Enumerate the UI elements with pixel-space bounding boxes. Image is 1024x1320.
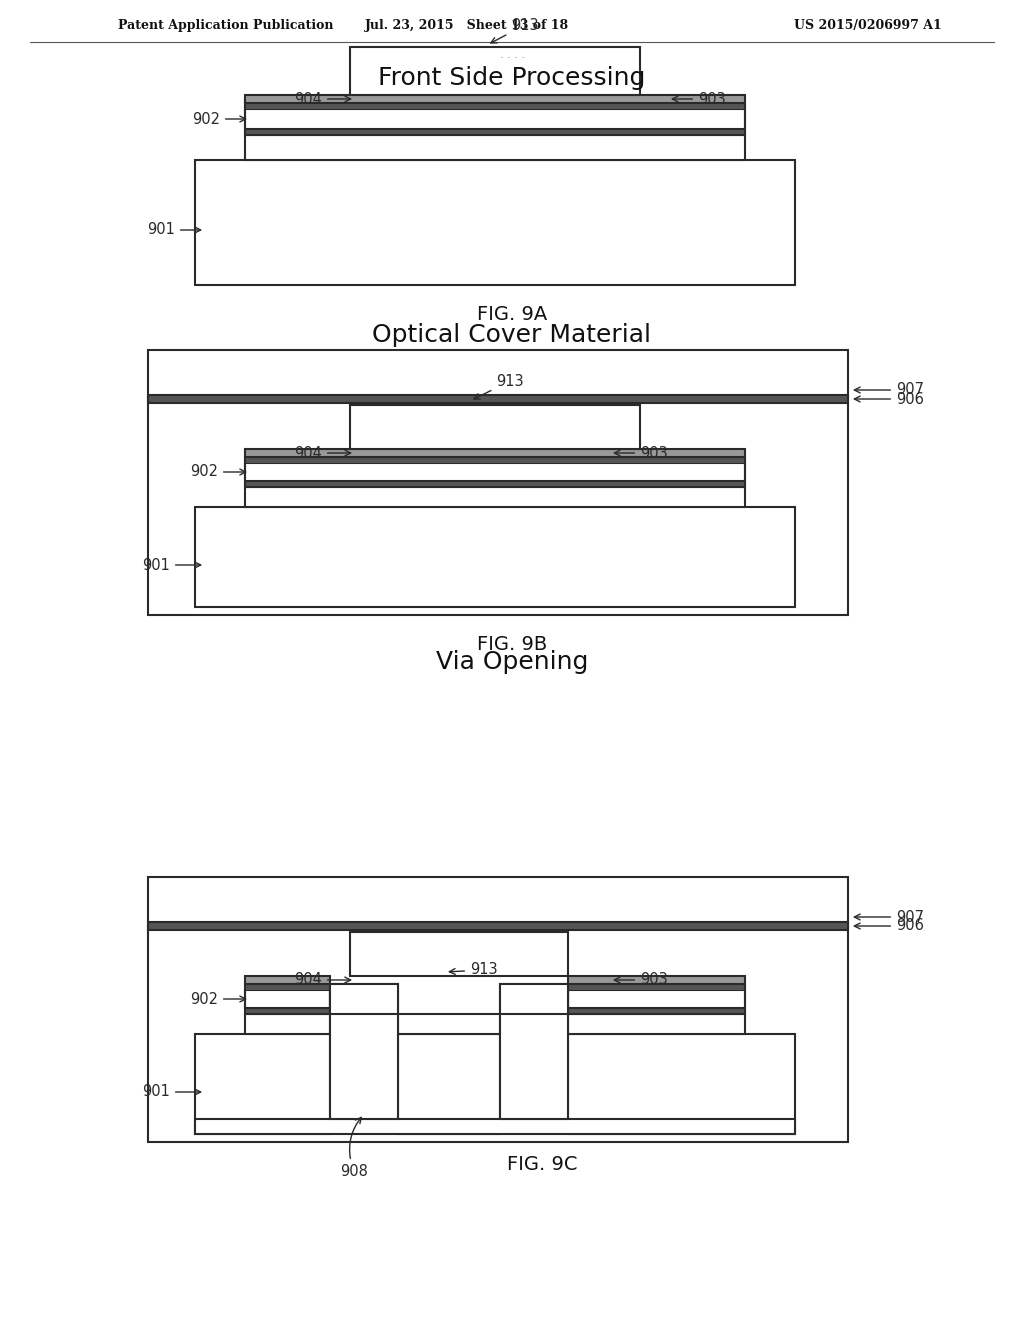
Bar — [245, 103, 745, 135]
Bar — [245, 1014, 330, 1034]
Bar — [245, 975, 330, 983]
Text: 903: 903 — [614, 973, 668, 987]
Text: Via Opening: Via Opening — [436, 649, 588, 675]
Bar — [245, 983, 330, 990]
Bar — [500, 983, 568, 1014]
Text: 913: 913 — [450, 962, 498, 978]
Text: 902: 902 — [190, 465, 246, 479]
Bar — [350, 48, 640, 95]
Bar — [245, 129, 745, 135]
Bar — [330, 983, 398, 1119]
Bar — [245, 110, 745, 129]
Text: Front Side Processing: Front Side Processing — [378, 66, 646, 90]
Text: FIG. 9B: FIG. 9B — [477, 635, 547, 655]
Bar — [568, 1034, 795, 1134]
Bar — [195, 1119, 795, 1134]
Bar — [148, 350, 848, 615]
Bar — [500, 983, 568, 1119]
Bar — [245, 463, 745, 480]
Bar — [245, 457, 745, 463]
Text: 901: 901 — [142, 557, 201, 573]
Text: 908: 908 — [340, 1117, 368, 1179]
Text: Jul. 23, 2015   Sheet 13 of 18: Jul. 23, 2015 Sheet 13 of 18 — [365, 18, 569, 32]
Text: 902: 902 — [193, 111, 246, 127]
Text: Optical Cover Material: Optical Cover Material — [373, 323, 651, 347]
Bar — [245, 990, 330, 1008]
Text: 901: 901 — [147, 223, 201, 238]
Text: 906: 906 — [854, 392, 924, 407]
Bar — [568, 983, 745, 990]
Text: 904: 904 — [294, 973, 350, 987]
Bar — [330, 983, 398, 1014]
Bar — [568, 983, 745, 1014]
Bar — [245, 480, 745, 487]
Bar — [245, 487, 745, 507]
Bar — [398, 1014, 500, 1034]
Text: 904: 904 — [294, 91, 350, 107]
Text: 907: 907 — [854, 383, 924, 397]
Text: 907: 907 — [854, 909, 924, 924]
Bar — [330, 983, 398, 1014]
Bar — [500, 983, 568, 1014]
Text: 901: 901 — [142, 1085, 201, 1100]
Bar — [195, 507, 795, 607]
Bar — [350, 932, 568, 975]
Text: US 2015/0206997 A1: US 2015/0206997 A1 — [795, 18, 942, 32]
Bar — [245, 449, 745, 457]
Text: 903: 903 — [614, 446, 668, 461]
Bar — [195, 1034, 330, 1134]
Text: 906: 906 — [854, 919, 924, 933]
Text: 913: 913 — [474, 374, 524, 399]
Bar — [398, 1034, 500, 1134]
Bar — [568, 1008, 745, 1014]
Text: 913: 913 — [490, 17, 539, 44]
Text: 902: 902 — [190, 991, 246, 1006]
Bar — [148, 395, 848, 403]
Bar — [568, 990, 745, 1008]
Bar — [148, 876, 848, 1142]
Text: Patent Application Publication: Patent Application Publication — [118, 18, 334, 32]
Bar — [245, 135, 745, 160]
Bar — [245, 457, 745, 487]
Text: FIG. 9A: FIG. 9A — [477, 305, 547, 325]
Bar — [245, 95, 745, 103]
Bar — [195, 160, 795, 285]
Bar — [245, 103, 745, 110]
Text: FIG. 9C: FIG. 9C — [507, 1155, 578, 1173]
Bar — [568, 975, 745, 983]
Text: 903: 903 — [673, 91, 726, 107]
Bar — [350, 405, 640, 449]
Text: . . . .: . . . . — [500, 50, 524, 59]
Bar — [245, 1008, 330, 1014]
Text: 904: 904 — [294, 446, 350, 461]
Bar — [148, 921, 848, 931]
Bar — [245, 983, 330, 1014]
Bar — [568, 1014, 745, 1034]
